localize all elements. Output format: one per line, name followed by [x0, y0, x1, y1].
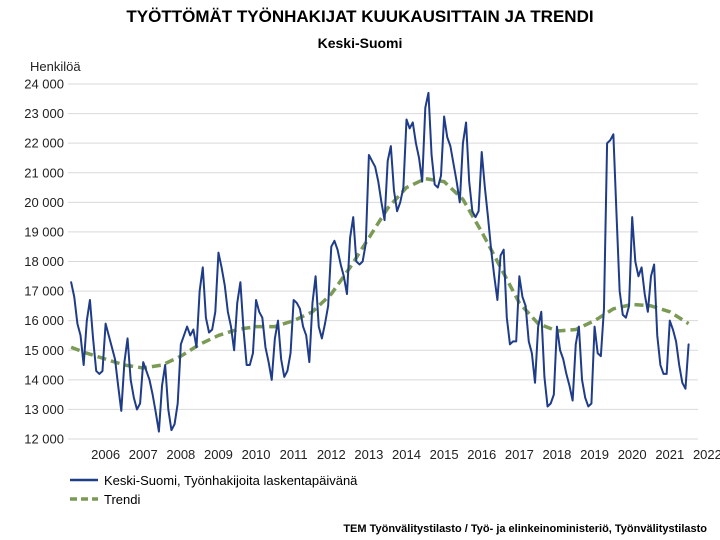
x-tick-label: 2011	[280, 447, 308, 462]
x-tick-label: 2012	[317, 447, 346, 462]
source-note: TEM Työnvälitystilasto / Työ- ja elinkei…	[343, 523, 707, 535]
y-tick-label: 15 000	[24, 343, 64, 358]
plot-area	[70, 91, 690, 433]
y-tick-label: 14 000	[24, 372, 64, 387]
legend-label-monthly: Keski-Suomi, Työnhakijoita laskentapäivä…	[104, 473, 358, 488]
x-tick-label: 2017	[505, 447, 534, 462]
x-tick-label: 2013	[354, 447, 383, 462]
chart-title: TYÖTTÖMÄT TYÖNHAKIJAT KUUKAUSITTAIN JA T…	[126, 7, 593, 26]
y-tick-label: 16 000	[24, 313, 64, 328]
y-tick-label: 18 000	[24, 254, 64, 269]
x-tick-label: 2009	[204, 447, 233, 462]
x-tick-label: 2016	[467, 447, 496, 462]
legend-label-trend: Trendi	[104, 492, 140, 507]
series-line-trend	[70, 176, 690, 370]
grid	[68, 83, 698, 440]
y-tick-label: 19 000	[24, 224, 64, 239]
x-tick-label: 2022	[693, 447, 720, 462]
x-tick-label: 2008	[166, 447, 195, 462]
y-tick-label: 23 000	[24, 106, 64, 121]
y-tick-label: 12 000	[24, 432, 64, 447]
y-tick-label: 22 000	[24, 136, 64, 151]
x-tick-label: 2006	[91, 447, 120, 462]
chart-subtitle: Keski-Suomi	[318, 35, 403, 51]
x-tick-label: 2020	[618, 447, 647, 462]
legend: Keski-Suomi, Työnhakijoita laskentapäivä…	[70, 473, 358, 507]
y-axis-label: Henkilöä	[30, 59, 81, 74]
x-tick-label: 2010	[242, 447, 271, 462]
y-tick-label: 20 000	[24, 195, 64, 210]
x-axis: 2006 2007 2008 2009 2010 2011 2012 2013 2014 2015…	[91, 447, 720, 462]
x-tick-label: 2019	[580, 447, 609, 462]
y-tick-label: 13 000	[24, 402, 64, 417]
x-tick-label: 2015	[430, 447, 459, 462]
x-tick-label: 2007	[129, 447, 158, 462]
series-line-monthly	[70, 91, 690, 433]
y-tick-label: 24 000	[24, 77, 64, 92]
x-tick-label: 2018	[542, 447, 571, 462]
y-tick-label: 21 000	[24, 165, 64, 180]
x-tick-label: 2014	[392, 447, 421, 462]
x-tick-label: 2021	[655, 447, 684, 462]
y-axis: 12 000 13 000 14 000 15 000 16 000 17 000 18 0…	[24, 77, 64, 447]
y-tick-label: 17 000	[24, 284, 64, 299]
